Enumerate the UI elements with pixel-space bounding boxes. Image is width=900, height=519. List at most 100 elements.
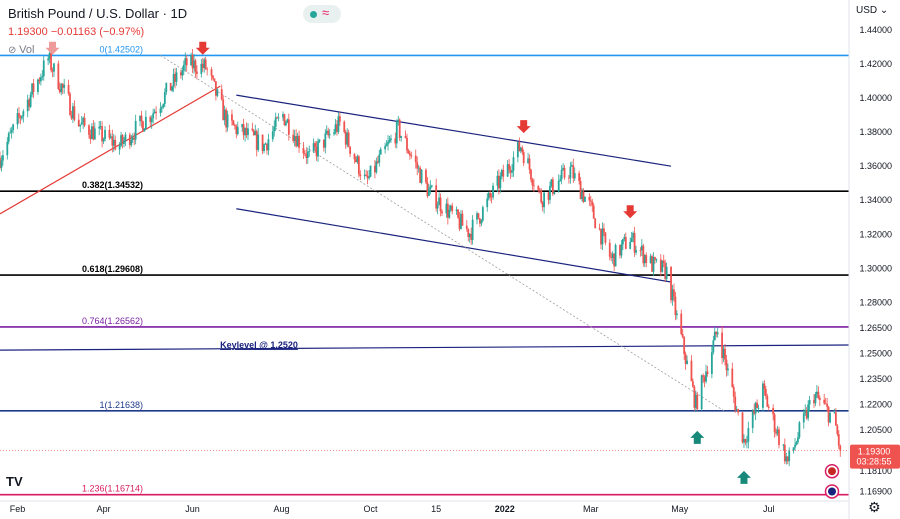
indicator-pill[interactable]: ≈ <box>303 5 341 23</box>
candle-body <box>465 225 468 229</box>
candle-body <box>496 175 499 186</box>
candle-body <box>766 396 769 407</box>
candle-body <box>744 439 747 443</box>
candle-body <box>839 445 842 451</box>
channel-upper-trendline[interactable] <box>236 94 672 167</box>
candle-body <box>673 289 675 297</box>
candle-body <box>826 403 829 407</box>
eye-off-icon[interactable]: ⊘ <box>8 45 20 56</box>
price-axis[interactable]: 1.44000 1.42000 1.40000 1.38000 1.36000 1.340… <box>848 0 892 519</box>
candle-body <box>251 128 254 131</box>
candle-body <box>98 126 101 129</box>
candle-body <box>305 154 308 158</box>
candle-body <box>441 211 443 214</box>
candle-body <box>767 406 770 408</box>
candle-body <box>601 228 604 245</box>
candle-body <box>785 456 788 462</box>
candle-body <box>490 196 493 198</box>
time-tick-label: Mar <box>583 504 599 514</box>
candle-body <box>643 255 646 264</box>
candle-body <box>486 198 489 208</box>
candle-body <box>101 126 104 142</box>
candle-body <box>379 149 382 155</box>
candle-body <box>318 139 321 142</box>
candle-body <box>222 99 225 121</box>
candle-body <box>533 185 535 187</box>
candle-body <box>7 133 10 142</box>
candle-body <box>213 78 216 82</box>
candle-body <box>775 432 777 434</box>
candle-body <box>502 169 505 177</box>
candle-body <box>67 84 70 94</box>
fib-level-label: 0.382(1.34532) <box>82 180 143 190</box>
candle-body <box>629 241 632 249</box>
candle-body <box>436 205 439 209</box>
candle-body <box>212 75 214 79</box>
channel-lower-trendline[interactable] <box>236 208 672 283</box>
candle-body <box>128 134 131 146</box>
ascending-support-trendline[interactable] <box>0 85 221 215</box>
price-tick-label: 1.36000 <box>859 161 892 171</box>
currency-menu[interactable]: USD ⌄ <box>856 5 888 16</box>
wave-icon: ≈ <box>322 5 330 20</box>
candle-body <box>735 409 738 411</box>
candle-body <box>296 135 299 147</box>
candle-body <box>292 134 295 141</box>
candle-body <box>31 83 33 95</box>
time-axis[interactable]: Feb Apr Jun Aug Oct 15 2022 Mar May Jul <box>0 500 849 514</box>
candle-body <box>368 176 370 179</box>
candle-body <box>783 444 786 462</box>
candle-body <box>155 111 157 114</box>
candle-body <box>394 138 397 144</box>
candle-body <box>233 125 236 126</box>
candle-body <box>140 115 143 122</box>
dotted-fib-trend-trendline[interactable] <box>160 55 726 412</box>
candle-body <box>271 131 274 140</box>
candle-body <box>553 191 556 194</box>
candle-body <box>133 137 136 140</box>
candle-body <box>114 139 117 150</box>
price-tick-label: 1.22000 <box>859 400 892 410</box>
candle-body <box>336 124 338 132</box>
candle-body <box>458 217 461 229</box>
up-arrow-icon <box>690 430 705 444</box>
candle-body <box>457 209 459 218</box>
candle-body <box>659 259 662 272</box>
candle-body <box>206 68 209 70</box>
candle-body <box>549 186 551 200</box>
candle-body <box>624 236 627 249</box>
candle-body <box>353 153 356 160</box>
candle-body <box>317 141 319 157</box>
candle-body <box>150 118 153 123</box>
candle-body <box>400 136 403 138</box>
flag-inner-icon <box>828 487 836 496</box>
candle-body <box>32 83 35 92</box>
gear-icon[interactable]: ⚙ <box>868 499 881 515</box>
candle-body <box>715 331 718 335</box>
candle-body <box>613 253 616 267</box>
keylevel-trendline[interactable] <box>0 344 850 351</box>
volume-legend[interactable]: ⊘ Vol <box>8 44 34 56</box>
candle-body <box>0 160 3 168</box>
candle-body <box>139 115 141 121</box>
candle-body <box>611 253 614 258</box>
candle-body <box>804 410 807 414</box>
candle-body <box>347 132 350 147</box>
candle-body <box>236 127 239 135</box>
candle-body <box>716 332 719 335</box>
vol-label: Vol <box>19 44 35 56</box>
symbol-title[interactable]: British Pound / U.S. Dollar · 1D <box>8 6 188 21</box>
candle-body <box>344 132 347 145</box>
price-tick-label: 1.16900 <box>859 486 892 496</box>
candle-body <box>92 126 95 140</box>
candle-body <box>778 429 780 445</box>
candle-body <box>511 170 513 173</box>
candle-body <box>47 58 50 61</box>
candle-body <box>807 404 810 419</box>
time-tick-label: Aug <box>274 504 290 514</box>
candle-body <box>551 179 554 194</box>
candle-body <box>185 58 188 66</box>
candle-body <box>569 166 572 179</box>
candle-body <box>581 191 583 200</box>
